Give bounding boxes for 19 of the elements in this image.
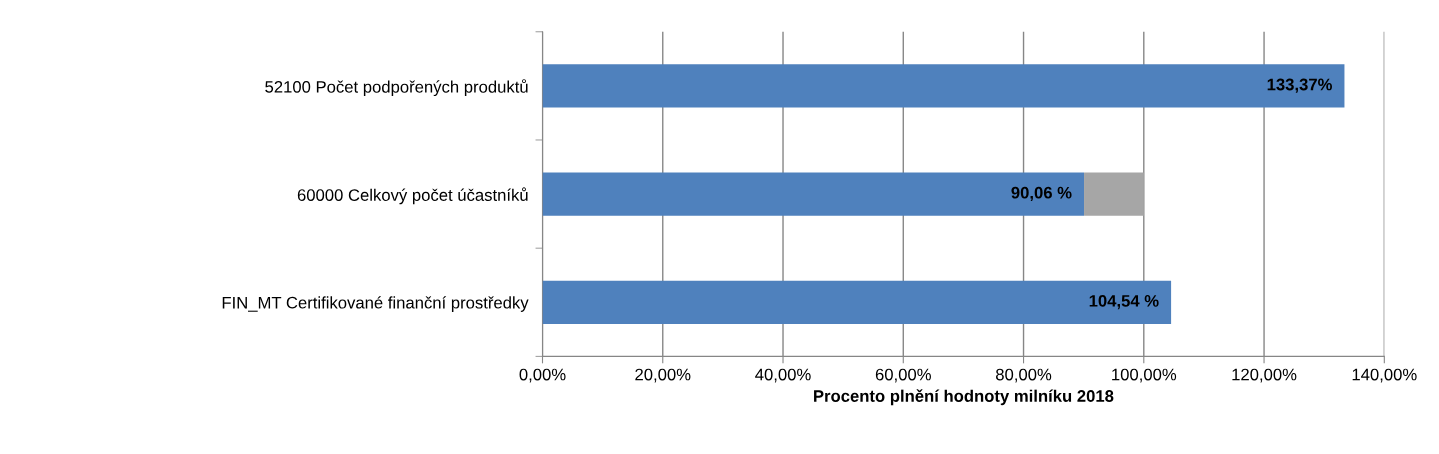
- x-tick-label: 40,00%: [755, 368, 811, 383]
- x-tick-label: 0,00%: [519, 368, 566, 383]
- x-tick-label: 80,00%: [996, 368, 1052, 383]
- bar: [1084, 172, 1144, 216]
- x-tick-label: 60,00%: [875, 368, 931, 383]
- bar: [542, 64, 1345, 108]
- y-tick-label: FIN_MT Certifikované finanční prostředky: [222, 296, 529, 312]
- x-tick-label: 100,00%: [1112, 368, 1177, 383]
- data-label: 133,37%: [1267, 78, 1332, 93]
- x-tick-label: 120,00%: [1232, 368, 1297, 383]
- x-axis-title: Procento plnění hodnoty milníku 2018: [814, 389, 1114, 406]
- data-label: 104,54 %: [1089, 294, 1159, 310]
- x-tick-label: 140,00%: [1352, 368, 1417, 383]
- y-tick-label: 60000 Celkový počet účastníků: [297, 187, 528, 205]
- y-tick-label: 52100 Počet podpořených produktů: [265, 79, 528, 97]
- data-label: 90,06 %: [1011, 186, 1072, 201]
- bar: [542, 172, 1085, 216]
- x-tick-label: 20,00%: [635, 368, 691, 383]
- bar: [542, 280, 1172, 324]
